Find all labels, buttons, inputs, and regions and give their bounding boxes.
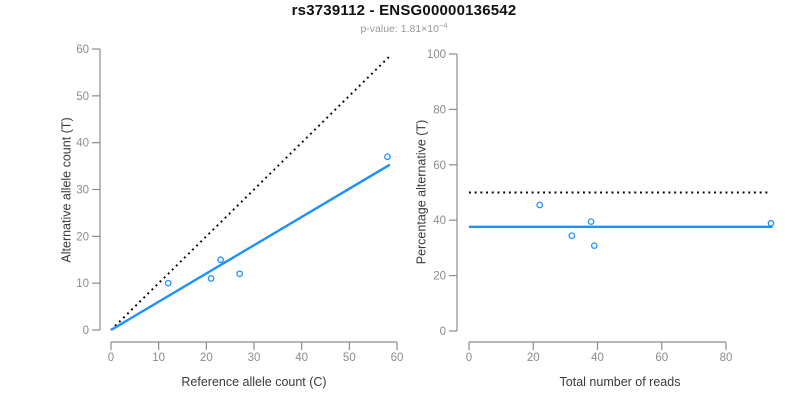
data-point xyxy=(767,219,775,227)
y-tick-label: 40 xyxy=(76,138,89,150)
allele-counts-scatter: 0 10 20 30 40 50 60 0 10 20 30 40 50 60 Reference alle… xyxy=(59,44,403,389)
y-tick-label: 30 xyxy=(76,185,89,197)
data-point xyxy=(384,153,391,161)
y-tick-label: 60 xyxy=(76,44,89,56)
data-point xyxy=(164,279,172,287)
x-tick-label: 40 xyxy=(295,352,308,364)
y-tick-label: 60 xyxy=(433,160,446,172)
fit-line xyxy=(110,163,391,332)
figure-title: rs3739112 - ENSG00000136542 xyxy=(291,2,517,19)
y-tick-label: 40 xyxy=(433,215,446,227)
y-tick-label: 0 xyxy=(83,325,89,337)
x-tick-label: 60 xyxy=(391,352,404,364)
x-tick-label: 0 xyxy=(108,352,114,364)
y-tick-label: 80 xyxy=(433,104,446,116)
data-point xyxy=(207,275,215,282)
data-point xyxy=(536,201,544,209)
x-tick-label: 60 xyxy=(655,352,668,364)
data-point xyxy=(568,232,576,240)
pvalue-exponent: −4 xyxy=(438,21,448,30)
x-tick-label: 20 xyxy=(527,352,540,364)
y-tick-label: 10 xyxy=(76,278,89,290)
y-tick-label: 20 xyxy=(433,271,446,283)
y-tick-label: 20 xyxy=(76,231,89,243)
y-axis-label: Percentage alternative (T) xyxy=(414,120,428,265)
x-tick-label: 10 xyxy=(152,352,165,364)
data-point xyxy=(217,256,224,264)
y-tick-label: 50 xyxy=(76,91,89,103)
pvalue-text: p-value: 1.81×10 xyxy=(360,23,439,35)
x-tick-label: 0 xyxy=(466,352,472,364)
x-tick-label: 80 xyxy=(720,352,733,364)
x-tick-label: 30 xyxy=(248,352,261,364)
percentage-vs-reads-scatter: 0 20 40 60 80 100 0 20 40 60 80 Total number of rea… xyxy=(414,49,775,389)
x-tick-label: 40 xyxy=(591,352,604,364)
figure-subtitle: p-value: 1.81×10−4 xyxy=(8,21,800,35)
x-axis-label: Total number of reads xyxy=(560,375,681,389)
y-tick-label: 0 xyxy=(440,326,446,338)
identity-line xyxy=(110,55,391,331)
x-tick-label: 20 xyxy=(200,352,213,364)
x-axis-label: Reference allele count (C) xyxy=(181,375,326,389)
y-tick-label: 100 xyxy=(427,49,446,61)
x-tick-label: 50 xyxy=(343,352,356,364)
y-axis-label: Alternative allele count (T) xyxy=(59,117,73,262)
data-point xyxy=(236,270,244,278)
data-point xyxy=(587,218,595,225)
data-point xyxy=(590,242,598,250)
